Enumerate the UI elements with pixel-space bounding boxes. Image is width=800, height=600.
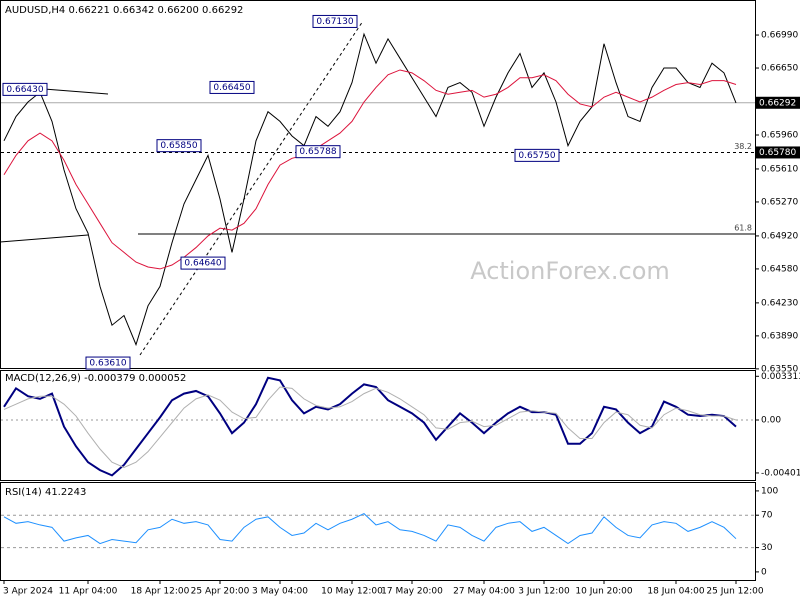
price-annotation-label: 0.64640	[184, 259, 221, 269]
price-annotation	[312, 14, 358, 28]
chart-title: AUDUSD,H4 0.66221 0.66342 0.66200 0.6629…	[5, 5, 243, 16]
rsi-title: RSI(14) 41.2243	[5, 487, 86, 498]
y-tick-label: 0.64920	[761, 231, 798, 241]
y-tick-label: 30	[761, 543, 773, 553]
last-price-tag	[756, 96, 800, 109]
series-line	[3, 69, 737, 270]
x-tick-label: 3 May 04:00	[252, 587, 308, 597]
price-annotation	[85, 356, 131, 370]
y-tick-label: 0.00	[761, 415, 781, 425]
y-tick-label: 100	[761, 486, 778, 496]
y-tick-label: -0.004016	[761, 468, 800, 478]
level-tag	[756, 146, 800, 159]
x-tick-label: 18 Apr 12:00	[131, 587, 190, 597]
y-tick-label: 0.64230	[761, 298, 798, 308]
rsi-panel	[0, 482, 756, 581]
y-tick-label: 0.65610	[761, 164, 798, 174]
price-annotation-label: 0.65850	[160, 141, 197, 151]
last-price-label: 0.66292	[759, 98, 796, 108]
x-tick-label: 10 May 12:00	[321, 587, 383, 597]
y-tick-label: 0.66990	[761, 31, 798, 41]
price-panel	[0, 0, 756, 369]
fib-line	[139, 20, 364, 356]
macd-panel	[0, 370, 756, 481]
price-annotation-label: 0.63610	[89, 359, 126, 369]
series-line	[3, 512, 737, 545]
y-tick-label: 0.66650	[761, 64, 798, 74]
x-tick-label: 25 Jun 12:00	[706, 587, 763, 597]
y-tick-label: 0.65270	[761, 197, 798, 207]
trend-line	[43, 88, 109, 95]
price-annotation-label: 0.66430	[6, 85, 43, 95]
x-tick-label: 3 Jun 12:00	[518, 587, 570, 597]
y-tick-label: 0.63550	[761, 364, 798, 374]
x-tick-label: 27 May 04:00	[453, 587, 515, 597]
x-tick-label: 25 Apr 20:00	[191, 587, 250, 597]
x-tick-label: 10 Jun 20:00	[575, 587, 632, 597]
price-annotation-label: 0.65788	[299, 147, 336, 157]
watermark: ActionForex.com	[470, 257, 670, 285]
price-annotation	[156, 139, 202, 153]
macd-title: MACD(12,26,9) -0.000379 0.000052	[5, 373, 186, 384]
trend-line	[0, 234, 89, 243]
level-tag-label: 0.65780	[759, 148, 796, 158]
y-tick-label: 0	[761, 567, 767, 577]
x-tick-label: 3 Apr 2024	[3, 587, 53, 597]
y-tick-label: 0.63890	[761, 331, 798, 341]
price-annotation-label: 0.66450	[213, 83, 250, 93]
series-line	[3, 386, 737, 469]
fib-level-name: 61.8	[734, 223, 752, 232]
y-tick-label: 0.003313	[761, 372, 800, 382]
series-line	[3, 376, 737, 477]
price-annotation-label: 0.65750	[518, 151, 555, 161]
x-tick-label: 11 Apr 04:00	[59, 587, 118, 597]
price-annotation-label: 0.67130	[316, 17, 353, 27]
fib-level-name: 38.2	[734, 142, 752, 151]
x-tick-label: 18 Jun 04:00	[647, 587, 704, 597]
y-tick-label: 0.65960	[761, 130, 798, 140]
y-tick-label: 0.64580	[761, 264, 798, 274]
x-tick-label: 17 May 20:00	[381, 587, 443, 597]
y-tick-label: 70	[761, 511, 773, 521]
price-annotation	[295, 145, 341, 159]
price-annotation	[514, 148, 560, 162]
series-line	[3, 32, 737, 347]
price-annotation	[180, 256, 226, 270]
price-annotation	[209, 80, 255, 94]
price-annotation	[2, 82, 48, 96]
